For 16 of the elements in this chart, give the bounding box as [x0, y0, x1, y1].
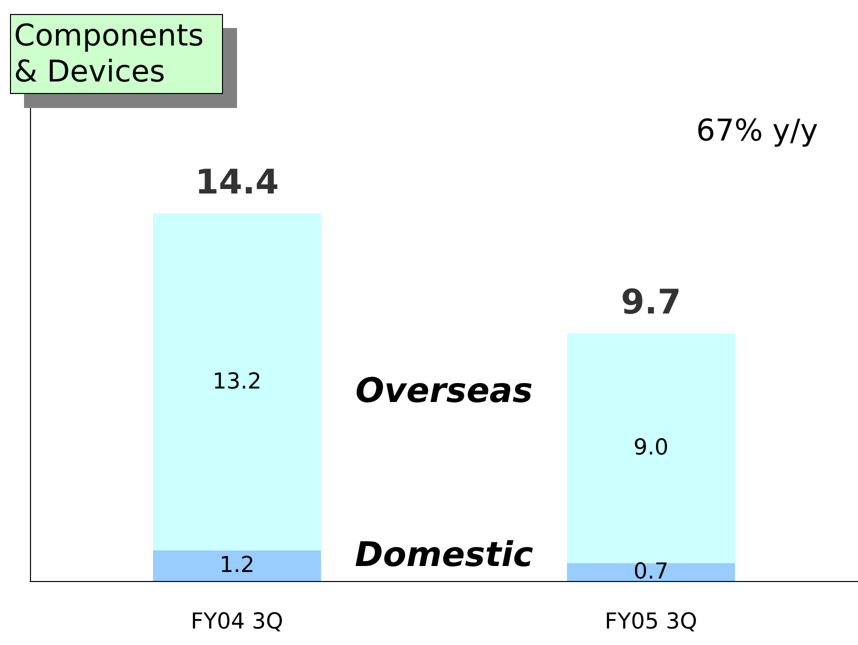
series-label: Domestic	[354, 535, 534, 575]
text: 67% y/y	[696, 114, 818, 148]
data-label: 13.2	[212, 369, 262, 394]
bar	[153, 213, 321, 550]
data-label: 1.2	[220, 553, 254, 578]
data-label: 9.0	[634, 436, 668, 461]
chart-title: Components & Devices	[14, 18, 214, 90]
total-label: 9.7	[620, 282, 682, 322]
total-label: 14.4	[195, 162, 279, 202]
bar	[567, 563, 735, 581]
series-label: Overseas	[355, 370, 533, 411]
bar	[153, 550, 321, 581]
data-label: 0.7	[634, 560, 668, 585]
bar	[567, 333, 735, 564]
x-tick-label: FY04 3Q	[190, 610, 284, 634]
x-tick-label: FY05 3Q	[604, 610, 698, 634]
